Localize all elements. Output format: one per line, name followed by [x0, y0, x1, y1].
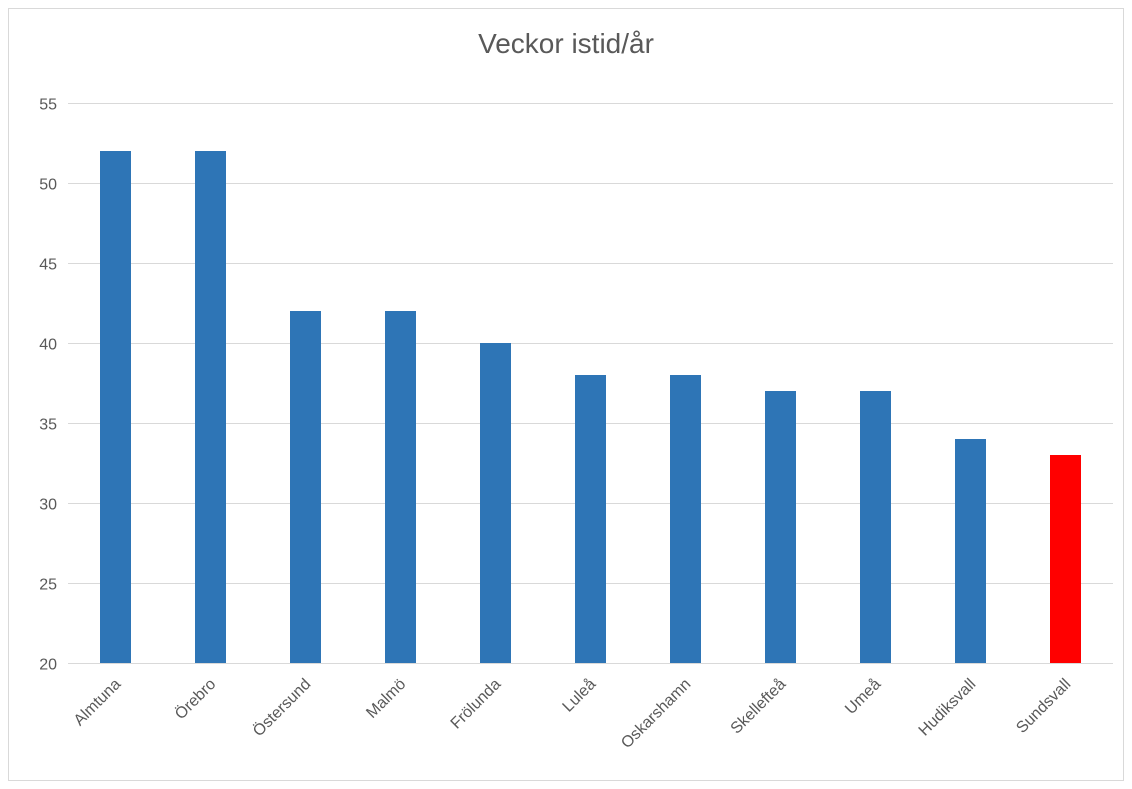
chart-title: Veckor istid/år	[478, 28, 654, 59]
y-axis-tick-labels: 20 25 30 35 40 45 50 55	[39, 97, 57, 674]
x-category-label: Oskarshamn	[618, 676, 694, 752]
bars	[100, 151, 1081, 663]
bar-malmö	[385, 311, 416, 663]
y-tick-label: 40	[39, 337, 57, 354]
x-category-label: Sundsvall	[1013, 676, 1074, 737]
y-tick-label: 25	[39, 577, 57, 594]
bar-östersund	[290, 311, 321, 663]
x-category-label: Umeå	[841, 675, 884, 718]
x-category-label: Luleå	[559, 675, 599, 715]
y-tick-label: 50	[39, 177, 57, 194]
bar-frölunda	[480, 343, 511, 663]
x-category-label: Skellefteå	[727, 675, 789, 737]
chart-frame	[8, 8, 1124, 781]
bar-almtuna	[100, 151, 131, 663]
x-category-label: Hudiksvall	[916, 676, 980, 740]
bar-skellefteå	[765, 391, 796, 663]
x-category-label: Malmö	[363, 676, 409, 722]
y-tick-label: 30	[39, 497, 57, 514]
y-tick-label: 45	[39, 257, 57, 274]
x-category-label: Örebro	[171, 675, 219, 723]
x-axis-category-labels: Almtuna Örebro Östersund Malmö Frölunda Luleå…	[71, 675, 1075, 752]
bar-sundsvall	[1050, 455, 1081, 663]
y-tick-label: 55	[39, 97, 57, 114]
y-tick-label: 35	[39, 417, 57, 434]
bar-luleå	[575, 375, 606, 663]
x-category-label: Almtuna	[71, 676, 125, 730]
y-tick-label: 20	[39, 657, 57, 674]
x-category-label: Östersund	[249, 675, 314, 740]
bar-oskarshamn	[670, 375, 701, 663]
bar-umeå	[860, 391, 891, 663]
bar-hudiksvall	[955, 439, 986, 663]
x-category-label: Frölunda	[448, 676, 505, 733]
bar-örebro	[195, 151, 226, 663]
